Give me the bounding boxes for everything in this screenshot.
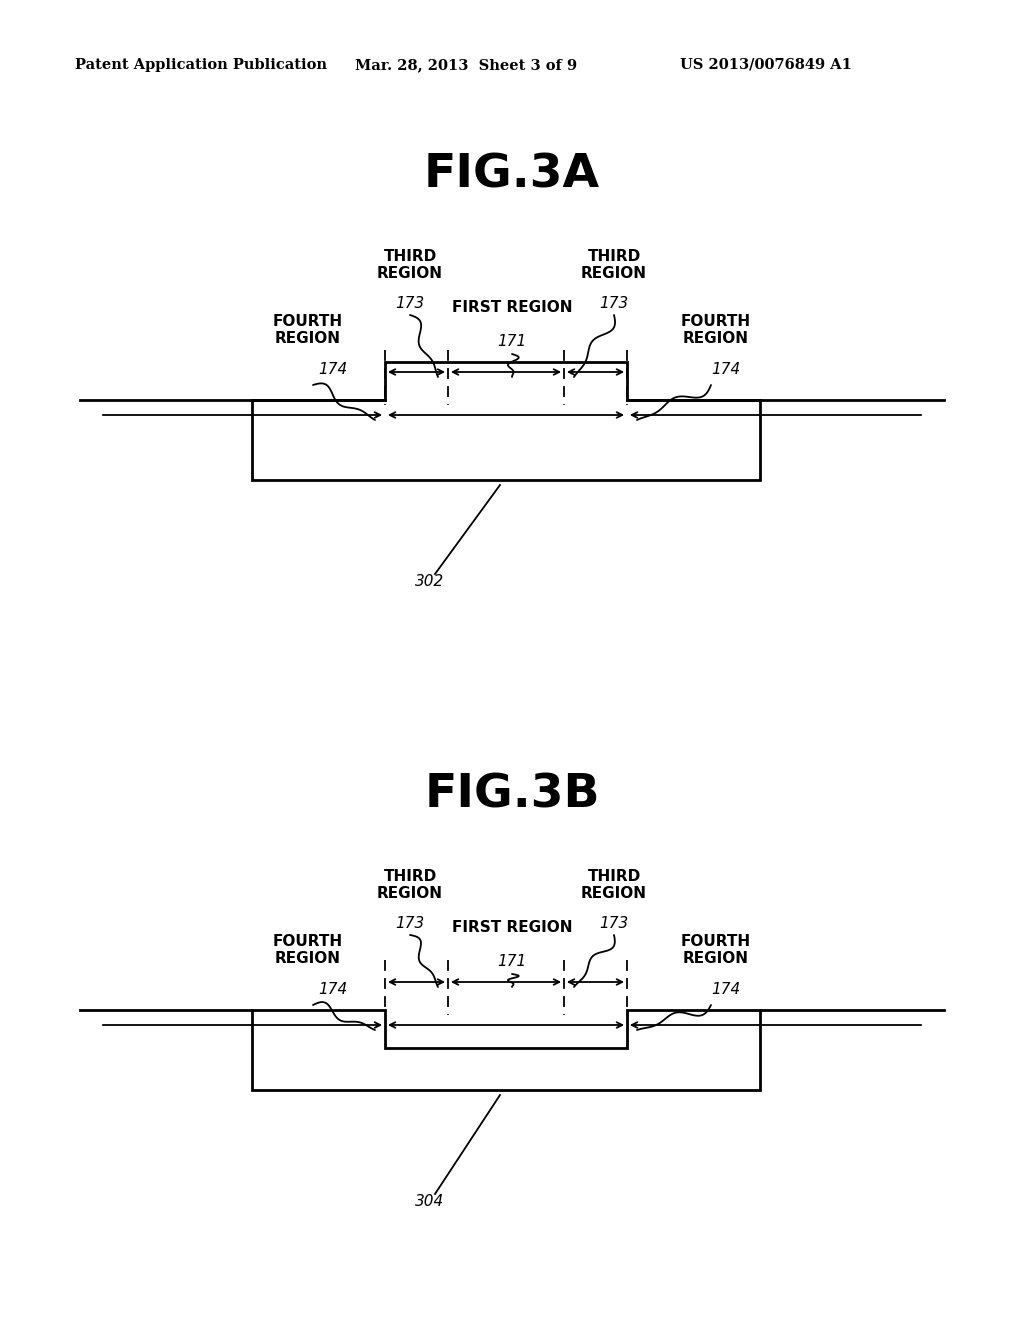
- Text: THIRD
REGION: THIRD REGION: [581, 869, 647, 900]
- Text: 174: 174: [711, 982, 740, 998]
- Text: 174: 174: [711, 363, 740, 378]
- Text: 171: 171: [498, 954, 526, 969]
- Text: Patent Application Publication: Patent Application Publication: [75, 58, 327, 73]
- Text: 302: 302: [416, 574, 444, 590]
- Text: FOURTH
REGION: FOURTH REGION: [273, 935, 343, 966]
- Text: 174: 174: [318, 982, 347, 998]
- Text: FOURTH
REGION: FOURTH REGION: [681, 314, 751, 346]
- Text: FIG.3A: FIG.3A: [424, 153, 600, 198]
- Text: 173: 173: [395, 916, 425, 931]
- Text: THIRD
REGION: THIRD REGION: [377, 249, 443, 281]
- Text: FOURTH
REGION: FOURTH REGION: [681, 935, 751, 966]
- Text: 174: 174: [318, 363, 347, 378]
- Text: THIRD
REGION: THIRD REGION: [581, 249, 647, 281]
- Text: 173: 173: [395, 296, 425, 310]
- Text: FIG.3B: FIG.3B: [424, 772, 600, 817]
- Text: THIRD
REGION: THIRD REGION: [377, 869, 443, 900]
- Text: Mar. 28, 2013  Sheet 3 of 9: Mar. 28, 2013 Sheet 3 of 9: [355, 58, 578, 73]
- Text: 171: 171: [498, 334, 526, 350]
- Text: FOURTH
REGION: FOURTH REGION: [273, 314, 343, 346]
- Text: 304: 304: [416, 1195, 444, 1209]
- Text: 173: 173: [599, 296, 629, 310]
- Text: FIRST REGION: FIRST REGION: [452, 920, 572, 935]
- Text: FIRST REGION: FIRST REGION: [452, 300, 572, 314]
- Text: 173: 173: [599, 916, 629, 931]
- Text: US 2013/0076849 A1: US 2013/0076849 A1: [680, 58, 852, 73]
